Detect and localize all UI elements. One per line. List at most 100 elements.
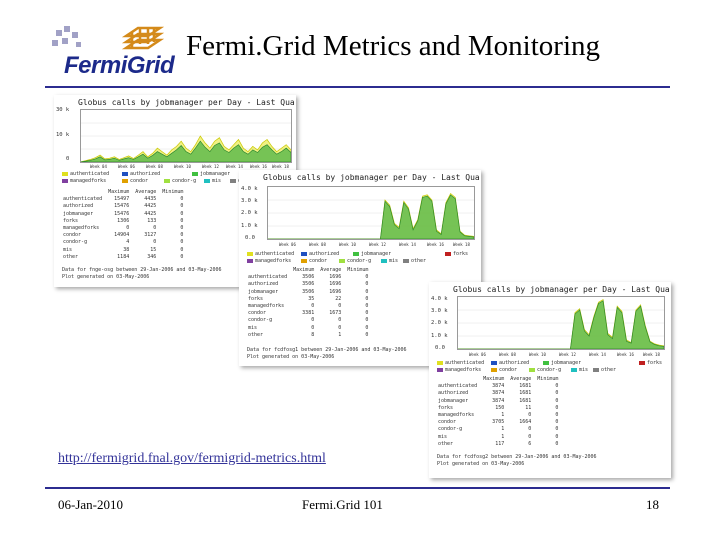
y-tick: 4.0 k [431,296,448,302]
week-label: Week 16 [250,164,267,169]
y-tick: 10 k [56,132,70,138]
table-row: mis 0 0 0 [248,324,369,331]
stats-table: Maximum Average Minimum authenticated 3874 1… [435,376,561,448]
week-label: Week 12 [559,352,576,357]
data-note: Data for fcdfosg2 between 29-Jan-2006 an… [437,454,597,460]
week-label: Week 18 [272,164,289,169]
week-label: Week 08 [499,352,516,357]
week-label: Week 16 [617,352,634,357]
week-label: Week 08 [146,164,163,169]
table-row: condor-g 0 0 0 [248,317,369,324]
week-label: Week 14 [399,242,416,247]
legend-item: forks [639,360,662,366]
table-row: condor 3381 1673 0 [248,310,369,317]
table-row: authorized 3506 1696 0 [248,281,369,288]
week-label: Week 18 [453,242,470,247]
legend-item: condor [122,178,148,184]
legend-item: condor [491,367,517,373]
table-row: authenticated 3506 1696 0 [248,274,369,281]
stats-table: Maximum Average Minimum authenticated 15497… [60,189,186,261]
legend-item: managedforks [247,258,291,264]
week-label: Week 14 [226,164,243,169]
chart-title: Globus calls by jobmanager per Day - Las… [453,285,671,294]
logo-text: FermiGrid [64,52,175,79]
y-tick: 2.0 k [241,210,258,216]
plot-date-note: Plot generated on 03-May-2006 [62,274,150,280]
legend-item: condor-g [529,367,561,373]
table-row: jobmanager 3506 1696 0 [248,288,369,295]
chart-title: Globus calls by jobmanager per Day - Las… [263,173,481,182]
week-label: Week 10 [174,164,191,169]
week-label: Week 10 [529,352,546,357]
y-tick: 0.0 [435,345,445,351]
legend-item: condor-g [164,178,196,184]
legend-item: authenticated [437,360,484,366]
table-row: other 117 6 0 [438,440,559,447]
table-row: condor-g 1 0 0 [438,426,559,433]
legend-item: forks [445,251,468,257]
week-label: Week 06 [279,242,296,247]
slide-title: Fermi.Grid Metrics and Monitoring [186,30,601,62]
chart-plot-area [80,109,292,163]
series-area-condor [458,300,665,350]
legend-item: authorized [122,171,160,177]
table-row: managedforks 0 0 0 [63,225,184,232]
page-number: 18 [646,497,659,512]
legend-item: authenticated [62,171,109,177]
y-tick: 1.0 k [431,333,448,339]
week-label: Week 06 [469,352,486,357]
table-row: condor 3705 1664 0 [438,419,559,426]
chart-title: Globus calls by jobmanager per Day - Las… [78,98,296,107]
footer-title: Fermi.Grid 101 [302,497,383,512]
series-area-condor [268,194,475,240]
chart-plot-area [267,186,475,240]
table-row: mis 1 0 0 [438,433,559,440]
week-label: Week 10 [339,242,356,247]
legend-item: mis [381,258,398,264]
table-row: jobmanager 3874 1681 0 [438,397,559,404]
y-tick: 1.0 k [241,223,258,229]
week-label: Week 06 [118,164,135,169]
y-tick: 3.0 k [431,308,448,314]
series-area-condor [80,140,292,163]
legend-item: authorized [491,360,529,366]
legend-item: condor-g [339,258,371,264]
table-row: condor-g 4 0 0 [63,239,184,246]
stats-table: Maximum Average Minimum authenticated 3506 1… [245,267,371,339]
y-tick: 30 k [56,107,70,113]
table-row: authenticated 15497 4435 0 [63,196,184,203]
y-tick: 3.0 k [241,198,258,204]
table-row: authenticated 3874 1681 0 [438,383,559,390]
week-label: Week 08 [309,242,326,247]
table-row: authorized 15476 4425 0 [63,203,184,210]
metrics-url-link[interactable]: http://fermigrid.fnal.gov/fermigrid-metr… [58,451,326,466]
metrics-panel-3: Globus calls by jobmanager per Day - Las… [429,282,671,478]
y-tick: 2.0 k [431,320,448,326]
legend-item: condor [301,258,327,264]
table-row: forks 35 22 0 [248,295,369,302]
legend-item: mis [571,367,588,373]
table-row: authorized 3874 1681 0 [438,390,559,397]
table-row: forks 150 11 0 [438,404,559,411]
week-label: Week 16 [427,242,444,247]
legend-item: managedforks [437,367,481,373]
y-tick: 4.0 k [241,186,258,192]
week-label: Week 12 [369,242,386,247]
y-tick: 0 [66,156,70,162]
table-row: jobmanager 15476 4425 0 [63,210,184,217]
chart-plot-area [457,296,665,350]
title-divider [45,86,670,88]
y-tick: 0.0 [245,235,255,241]
legend-item: managedforks [62,178,106,184]
week-label: Week 12 [202,164,219,169]
table-row: condor 14904 3127 0 [63,232,184,239]
week-label: Week 14 [589,352,606,357]
legend-item: mis [204,178,221,184]
legend-item: other [403,258,426,264]
table-row: mis 38 15 0 [63,246,184,253]
week-label: Week 18 [643,352,660,357]
legend-item: jobmanager [543,360,581,366]
table-row: other 1184 346 0 [63,253,184,260]
plot-date-note: Plot generated on 03-May-2006 [247,354,335,360]
table-row: forks 1306 133 0 [63,217,184,224]
